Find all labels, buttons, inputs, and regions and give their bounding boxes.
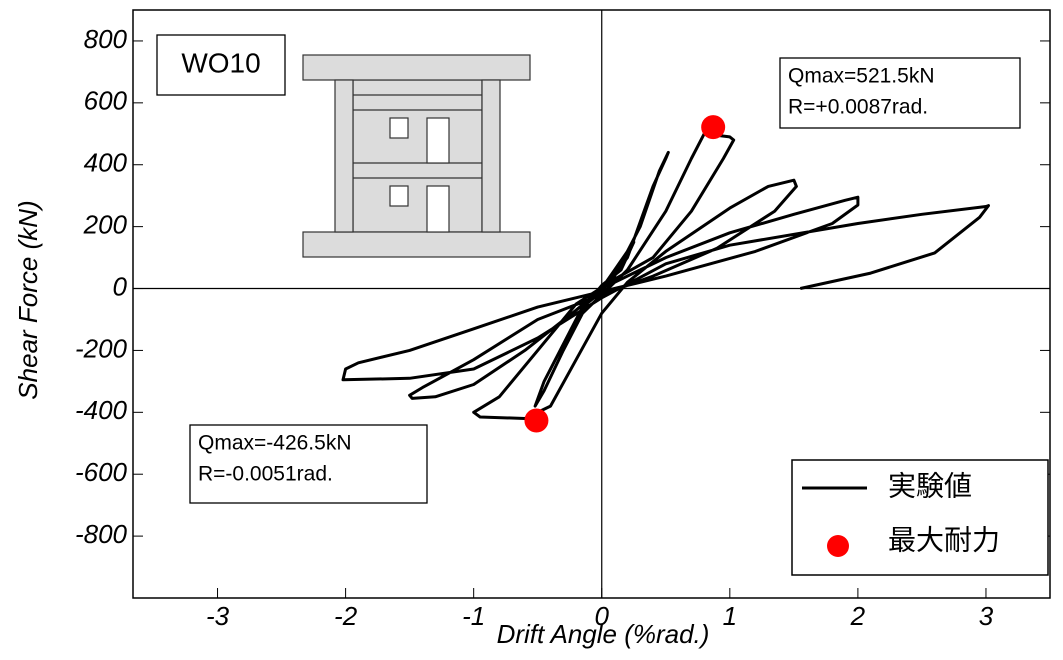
legend-label: 最大耐力 bbox=[888, 524, 1000, 555]
x-tick-label: -1 bbox=[462, 601, 485, 631]
annotation: R=+0.0087rad. bbox=[788, 96, 928, 119]
annotation-box bbox=[779, 57, 1021, 129]
y-tick-label: -600 bbox=[75, 457, 128, 487]
annotation-box bbox=[189, 424, 428, 504]
specimen-diagram bbox=[302, 54, 531, 258]
hysteresis-line bbox=[341, 132, 990, 420]
y-tick-label: -400 bbox=[75, 395, 128, 425]
y-tick-label: 400 bbox=[84, 148, 128, 178]
x-tick-label: -3 bbox=[206, 601, 230, 631]
y-tick-label: -200 bbox=[75, 333, 128, 363]
max-strength-point bbox=[524, 408, 549, 433]
plot-frame bbox=[132, 9, 1051, 599]
legend-marker bbox=[827, 535, 849, 557]
annotation-box bbox=[156, 34, 286, 96]
y-tick-label: 0 bbox=[113, 271, 128, 301]
x-tick-label: 2 bbox=[850, 601, 866, 631]
max-strength-point bbox=[701, 115, 726, 140]
x-tick-label: 3 bbox=[979, 601, 994, 631]
x-tick-label: 0 bbox=[595, 601, 610, 631]
annotation: Qmax=521.5kN bbox=[788, 65, 935, 88]
y-tick-label: 800 bbox=[84, 24, 128, 54]
y-tick-label: 600 bbox=[84, 86, 128, 116]
annotation: Qmax=-426.5kN bbox=[198, 432, 351, 455]
x-axis-label: Drift Angle (%rad.) bbox=[497, 619, 710, 649]
legend-label: 実験値 bbox=[888, 470, 972, 501]
x-tick-label: 1 bbox=[723, 601, 737, 631]
y-tick-label: -800 bbox=[75, 519, 128, 549]
annotation: R=-0.0051rad. bbox=[198, 463, 333, 486]
annotation: WO10 bbox=[181, 47, 260, 78]
x-tick-label: -2 bbox=[334, 601, 358, 631]
y-tick-label: 200 bbox=[83, 210, 128, 240]
y-axis-label: Shear Force (kN) bbox=[13, 200, 43, 399]
